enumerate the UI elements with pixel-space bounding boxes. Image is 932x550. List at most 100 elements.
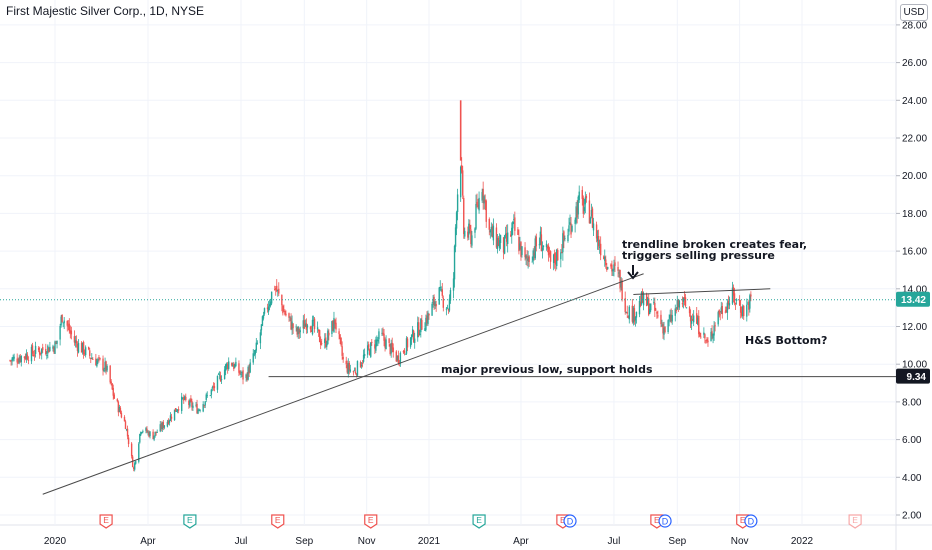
x-tick-label: 2021 — [418, 536, 441, 547]
candle-body — [182, 397, 184, 399]
candle-body — [542, 245, 545, 248]
candle-body — [743, 305, 745, 317]
candle-body — [514, 217, 516, 231]
candle-body — [92, 359, 94, 360]
candle-body — [467, 231, 469, 238]
candle-body — [326, 343, 328, 347]
time-axis[interactable]: 2020 Apr Jul Sep Nov 2021 Apr Jul Sep Nov 2022 — [44, 536, 814, 547]
candle-body — [395, 351, 398, 362]
candle-body — [456, 194, 459, 213]
candle-body — [234, 364, 236, 368]
candle-body — [30, 346, 33, 362]
candle-body — [634, 316, 637, 321]
candle-body — [468, 223, 470, 235]
candle-body — [70, 330, 73, 335]
y-tick-label: 6.00 — [902, 435, 922, 446]
candle-body — [191, 401, 193, 408]
x-tick-label: Sep — [295, 536, 313, 547]
candle-body — [599, 243, 602, 256]
candle-body — [490, 226, 493, 230]
candle-body — [604, 256, 606, 261]
candle-body — [25, 353, 28, 360]
candle-body — [492, 225, 495, 241]
candle-body — [134, 463, 136, 470]
candle-body — [375, 339, 377, 351]
candle-body — [497, 238, 500, 247]
dividend-marker-icon — [744, 514, 758, 528]
candle-body — [574, 219, 576, 224]
earnings-marker-label: E — [852, 515, 858, 525]
candle-body — [334, 319, 336, 325]
price-axis[interactable]: 2.00 4.00 6.00 8.00 10.00 12.00 14.00 16.00 18.0… — [896, 20, 930, 522]
candle-body — [185, 396, 187, 401]
candle-body — [41, 348, 43, 354]
candle-body — [31, 345, 34, 354]
candle-body — [531, 261, 533, 263]
candle-body — [505, 233, 508, 242]
candle-body — [495, 227, 498, 248]
candle-body — [496, 237, 499, 250]
candle-body — [60, 316, 62, 326]
candle-body — [511, 227, 513, 236]
y-tick-label: 18.00 — [902, 209, 927, 220]
candle-body — [76, 344, 79, 351]
candle-body — [433, 296, 435, 306]
candle-body — [424, 328, 426, 331]
candle-body — [703, 332, 705, 335]
candle-body — [106, 365, 108, 371]
candle-body — [352, 371, 355, 373]
candle-body — [733, 293, 736, 304]
candle-body — [248, 367, 250, 374]
candle-body — [346, 364, 348, 373]
candle-body — [635, 311, 638, 318]
earnings-marker-label: E — [103, 515, 109, 525]
candle-body — [463, 198, 465, 235]
candle-body — [734, 303, 737, 304]
candle-body — [49, 346, 51, 351]
candle-body — [135, 461, 137, 464]
y-tick-label: 12.00 — [902, 322, 927, 333]
candle-body — [584, 197, 587, 205]
earnings-marker-label: E — [275, 515, 281, 525]
candle-body — [246, 375, 248, 380]
candle-body — [203, 405, 205, 406]
candle-body — [160, 424, 162, 429]
candle-body — [117, 401, 120, 413]
candle-body — [161, 422, 163, 430]
current-price-tag-bg — [896, 291, 930, 307]
candle-body — [681, 303, 684, 305]
candle-body — [223, 369, 226, 380]
candle-body — [428, 313, 430, 316]
candle-body — [435, 303, 437, 307]
candle-body — [541, 247, 544, 251]
earnings-marker-icon — [364, 514, 378, 529]
candle-body — [33, 354, 36, 356]
candle-body — [253, 354, 255, 356]
candle-body — [571, 225, 573, 232]
earnings-marker-label: E — [740, 515, 746, 525]
x-tick-label: 2020 — [44, 536, 67, 547]
candle-body — [440, 289, 442, 291]
candle-body — [83, 352, 86, 354]
candle-body — [434, 301, 436, 306]
candle-body — [568, 225, 570, 232]
candle-body — [102, 358, 104, 371]
candle-body — [717, 312, 719, 325]
candle-body — [140, 431, 142, 435]
candle-body — [606, 266, 608, 271]
candle-body — [720, 307, 722, 313]
candle-body — [149, 431, 151, 437]
candle-body — [298, 329, 300, 334]
candle-body — [748, 301, 750, 310]
candle-body — [80, 342, 83, 353]
candle-body — [63, 320, 65, 324]
candle-body — [368, 344, 370, 348]
candle-body — [499, 234, 502, 243]
candle-body — [224, 364, 227, 371]
candle-body — [392, 347, 394, 353]
candle-body — [98, 357, 100, 358]
currency-badge[interactable]: USD — [900, 4, 928, 21]
x-tick-label: Nov — [731, 536, 749, 547]
candle-body — [732, 287, 735, 296]
